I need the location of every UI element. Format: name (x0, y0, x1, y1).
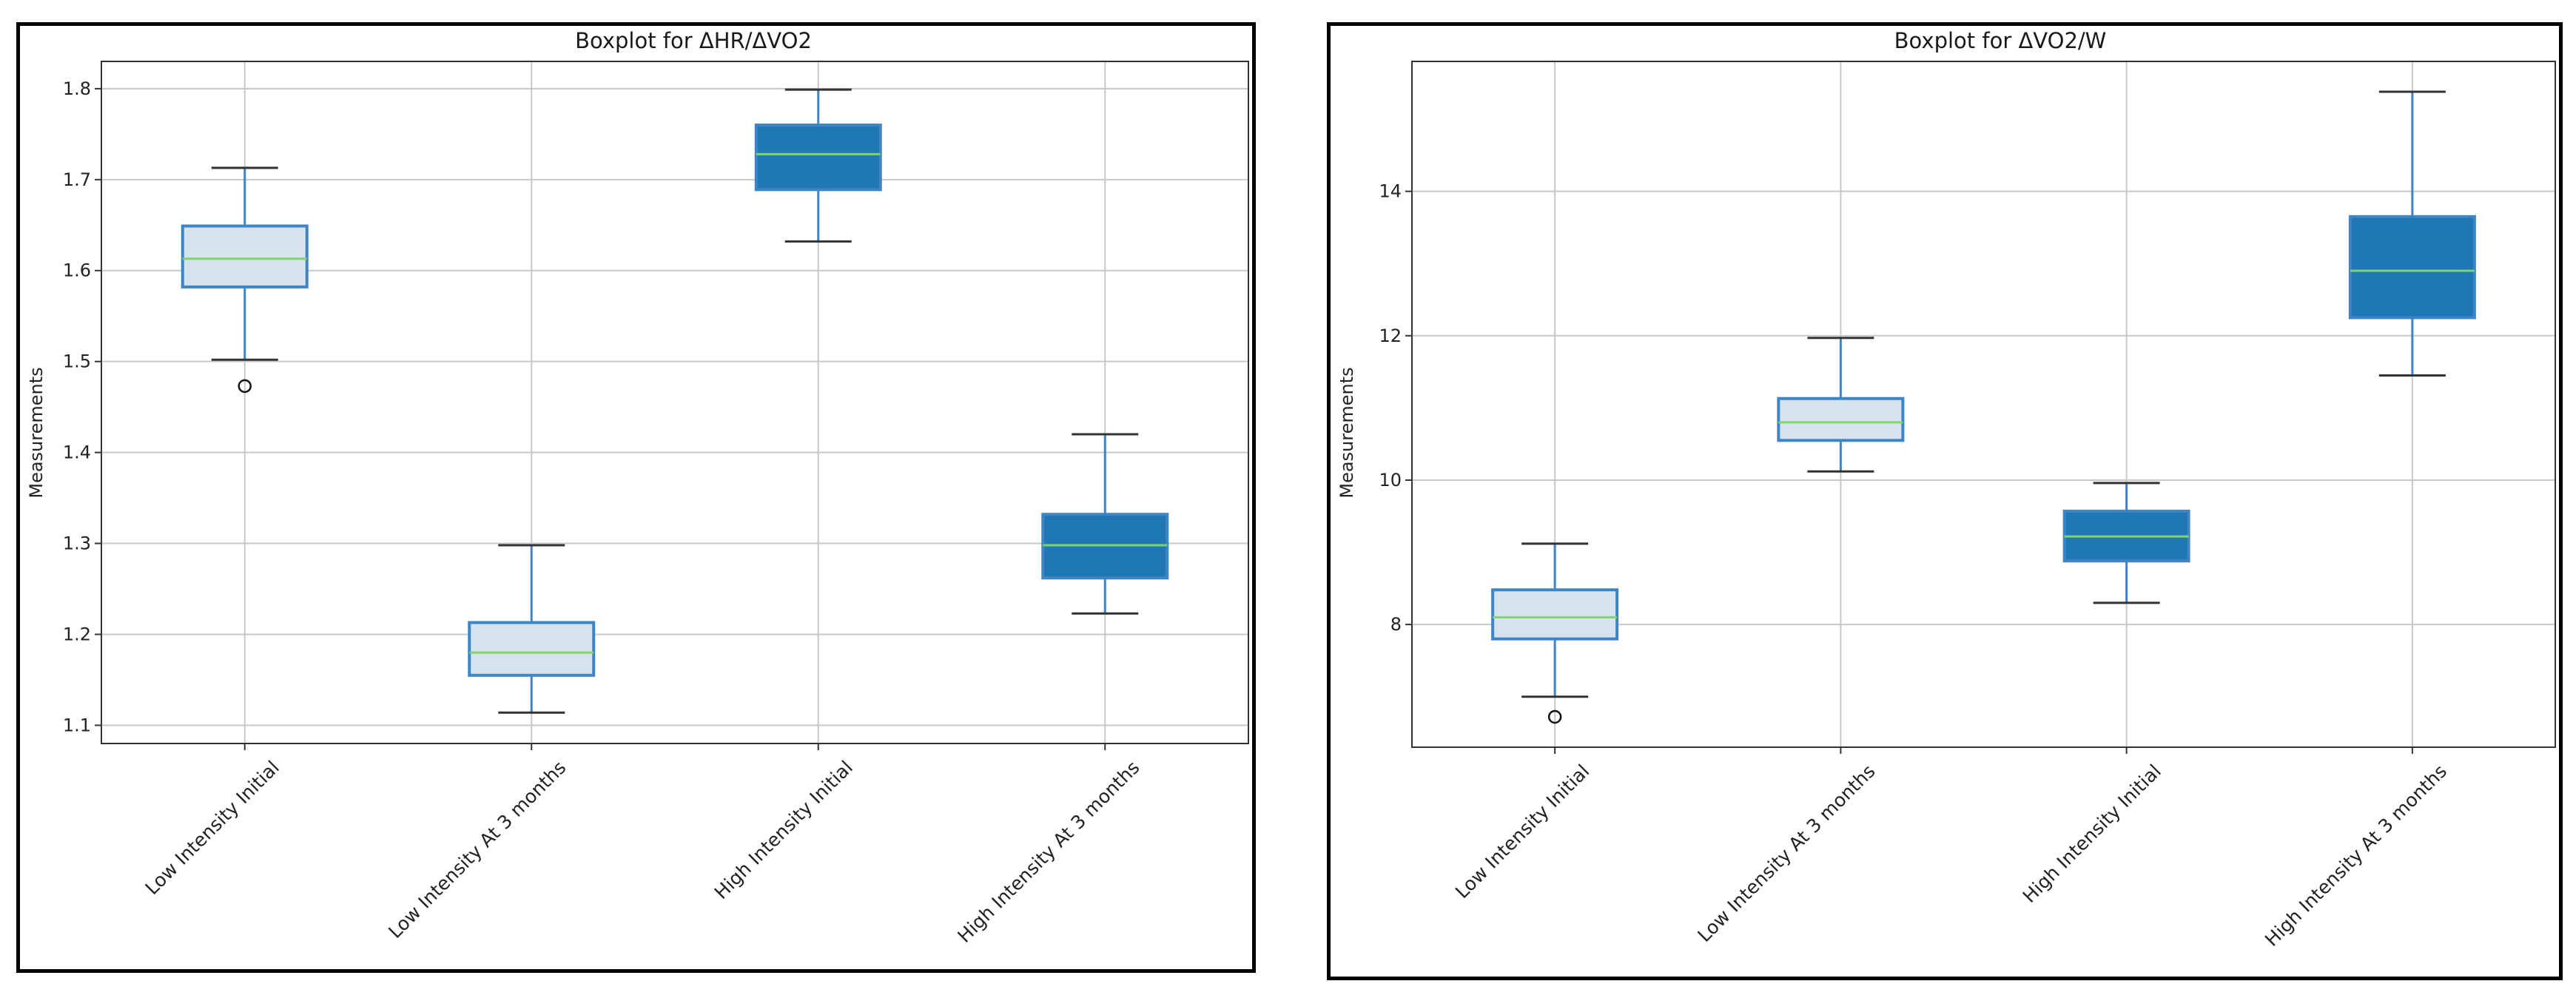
x-tick-label: High Intensity Initial (710, 757, 857, 903)
chart-title: Boxplot for ΔVO2/W (1894, 28, 2107, 53)
y-tick-label: 1.1 (63, 715, 91, 735)
y-tick-label: 8 (1390, 614, 1402, 635)
x-tick-label: Low Intensity Initial (1451, 761, 1593, 903)
box-3 (754, 88, 882, 243)
x-tick-label: Low Intensity Initial (141, 757, 283, 899)
chart-title: Boxplot for ΔHR/ΔVO2 (575, 28, 812, 53)
box-iqr (468, 621, 596, 677)
box-iqr (1777, 397, 1905, 442)
x-tick-label: Low Intensity At 3 months (384, 757, 570, 943)
x-tick-label: High Intensity Initial (2019, 761, 2165, 907)
box-2 (1777, 337, 1905, 473)
boxplot-hr-vo2: Boxplot for ΔHR/ΔVO2 Measurements 1.1 1.2… (26, 28, 1249, 947)
boxplot-vo2-w: Boxplot for ΔVO2/W Measurements 8 10 12 14 L… (1336, 28, 2556, 951)
box-2 (468, 544, 596, 714)
y-tick-label: 12 (1379, 326, 1402, 346)
box-1 (1491, 542, 1619, 724)
y-tick-label: 1.6 (63, 260, 91, 281)
y-tick-label: 14 (1379, 181, 1402, 202)
x-tick-label: High Intensity At 3 months (953, 757, 1143, 947)
y-axis-label: Measurements (26, 367, 47, 498)
y-tick-label: 1.5 (63, 351, 91, 372)
x-tick-label: High Intensity At 3 months (2261, 761, 2451, 951)
outlier-point (1547, 709, 1562, 724)
x-tick-label: Low Intensity At 3 months (1693, 761, 1879, 946)
box-3 (2062, 482, 2190, 604)
box-iqr (181, 224, 309, 289)
y-tick-label: 1.2 (63, 624, 91, 644)
chart-panel-hr-vo2: Boxplot for ΔHR/ΔVO2 Measurements 1.1 1.2… (16, 22, 1256, 973)
y-tick-label: 1.7 (63, 169, 91, 190)
y-tick-label: 10 (1379, 470, 1402, 490)
box-1 (181, 166, 309, 394)
box-iqr (2348, 215, 2476, 320)
grid-lines (101, 61, 1248, 744)
y-tick-label: 1.8 (63, 78, 91, 99)
outlier-point (238, 379, 252, 394)
chart-panel-vo2-w: Boxplot for ΔVO2/W Measurements 8 10 12 14 L… (1327, 22, 2563, 980)
box-iqr (1491, 588, 1619, 641)
box-4 (1041, 433, 1169, 615)
plot-frame (1411, 61, 2556, 748)
y-tick-label: 1.4 (63, 442, 91, 463)
y-tick-label: 1.3 (63, 533, 91, 554)
plot-frame (101, 61, 1249, 744)
box-4 (2348, 90, 2476, 377)
y-axis-label: Measurements (1336, 367, 1357, 498)
box-iqr (754, 124, 882, 192)
grid-lines (1412, 61, 2555, 747)
